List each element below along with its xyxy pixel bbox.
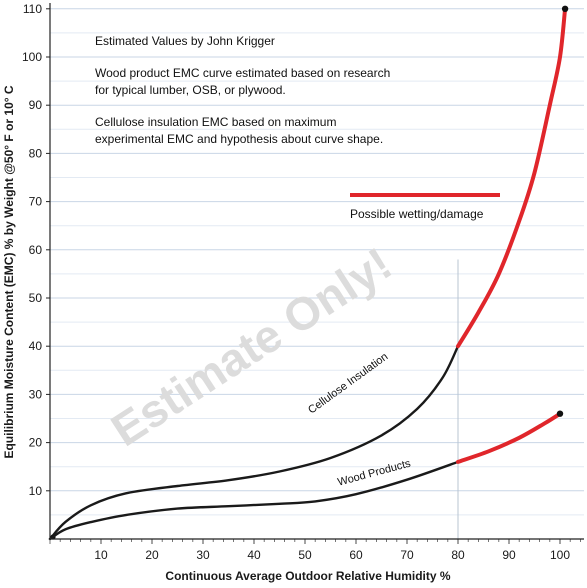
y-tick-label-50: 50	[29, 291, 43, 305]
y-tick-label-80: 80	[29, 146, 43, 160]
note-line-1: Estimated Values by John Krigger	[95, 34, 275, 48]
curve-labels: Cellulose Insulation Wood Products	[306, 351, 412, 489]
chart-notes: Estimated Values by John Krigger Wood pr…	[95, 34, 390, 146]
x-tick-label-80: 80	[451, 548, 465, 562]
x-tick-label-100: 100	[550, 548, 570, 562]
y-tick-label-40: 40	[29, 339, 43, 353]
y-tick-label-100: 100	[22, 50, 42, 64]
legend-label: Possible wetting/damage	[350, 207, 484, 221]
y-tick-label-20: 20	[29, 436, 43, 450]
x-axis-label: Continuous Average Outdoor Relative Humi…	[165, 569, 450, 583]
wood-products-label: Wood Products	[336, 457, 412, 488]
y-tick-label-110: 110	[23, 2, 42, 16]
wood-products-end-point	[556, 410, 564, 417]
tick-labels: 10 20 30 40 50 60 70 80 90 100 110 10 20 30 40 50 60 70 80…	[22, 2, 570, 562]
x-tick-label-10: 10	[94, 548, 108, 562]
x-tick-label-50: 50	[298, 548, 312, 562]
x-tick-label-20: 20	[145, 548, 159, 562]
y-tick-label-10: 10	[29, 484, 43, 498]
cellulose-insulation-end-point	[561, 5, 569, 12]
y-tick-label-60: 60	[29, 243, 43, 257]
gridlines	[50, 8, 584, 516]
curves	[48, 5, 569, 541]
x-tick-label-70: 70	[400, 548, 414, 562]
cellulose-insulation-label: Cellulose Insulation	[306, 351, 390, 417]
cellulose-insulation-damage-curve	[456, 6, 568, 349]
note-line-2: Wood product EMC curve estimated based o…	[95, 66, 390, 80]
axes	[46, 3, 584, 544]
y-axis-label: Equilibrium Moisture Content (EMC) % by …	[2, 85, 16, 458]
x-tick-label-30: 30	[196, 548, 210, 562]
wood-products-curve	[48, 460, 460, 541]
y-tick-label-30: 30	[29, 387, 43, 401]
note-line-5: experimental EMC and hypothesis about cu…	[95, 132, 383, 146]
wood-products-damage-curve	[456, 411, 562, 464]
note-line-3: for typical lumber, OSB, or plywood.	[95, 83, 286, 97]
legend: Possible wetting/damage	[350, 193, 500, 221]
y-tick-label-70: 70	[29, 195, 43, 209]
x-tick-label-40: 40	[247, 548, 261, 562]
note-line-4: Cellulose insulation EMC based on maximu…	[95, 115, 336, 129]
x-tick-label-60: 60	[349, 548, 363, 562]
x-tick-label-90: 90	[502, 548, 516, 562]
cellulose-insulation-curve	[48, 345, 460, 541]
y-tick-label-90: 90	[29, 98, 43, 112]
